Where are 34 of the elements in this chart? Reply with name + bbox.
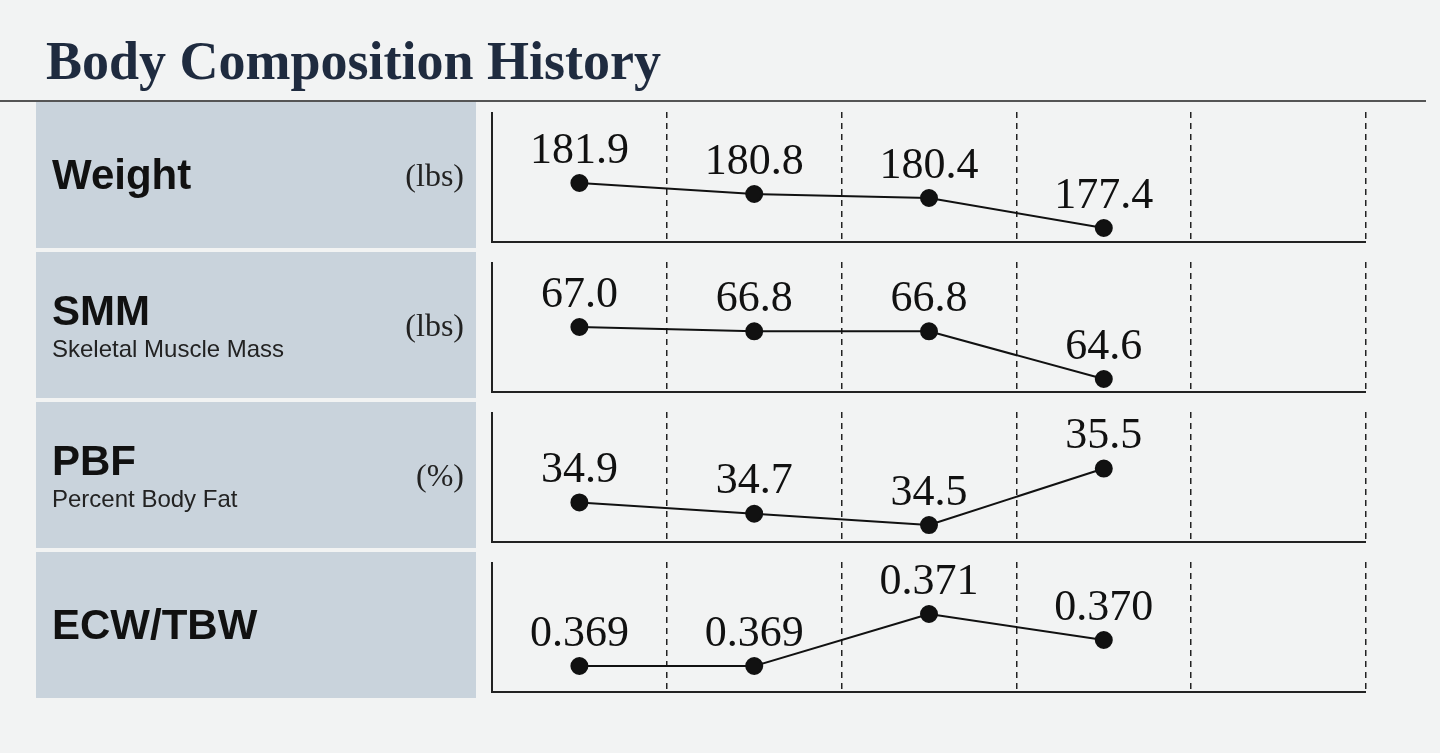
- data-label: 64.6: [1065, 319, 1143, 369]
- data-label: 0.371: [879, 554, 979, 604]
- text: (lbs): [405, 306, 464, 344]
- point: [745, 185, 764, 203]
- data-label: 177.4: [1054, 168, 1154, 218]
- text: Percent Body Fat: [52, 485, 238, 512]
- y-axis-title: SMM: [52, 287, 150, 334]
- data-label: 34.9: [540, 443, 618, 492]
- data-label: 181.9: [529, 123, 629, 173]
- data-label: 67.0: [540, 267, 618, 317]
- chart-title: Body Composition History: [0, 0, 1426, 102]
- data-label: 66.8: [890, 271, 968, 321]
- data-label: 180.8: [704, 134, 804, 184]
- point: [1094, 219, 1113, 237]
- data-label: 0.370: [1054, 580, 1154, 630]
- data-label: 34.7: [715, 454, 793, 504]
- data-label: 35.5: [1065, 409, 1143, 459]
- point: [1094, 459, 1113, 478]
- text: (lbs): [405, 156, 464, 194]
- y-axis-title: PBF: [52, 437, 136, 484]
- data-label: 180.4: [879, 138, 979, 188]
- text: Skeletal Muscle Mass: [52, 335, 285, 362]
- point: [570, 174, 589, 192]
- data-label: 0.369: [529, 606, 629, 656]
- data-label: 0.369: [704, 606, 804, 656]
- data-label: 34.5: [890, 465, 968, 515]
- text: (%): [416, 456, 464, 494]
- data-label: 66.8: [715, 271, 793, 321]
- point: [745, 504, 764, 523]
- point: [570, 493, 589, 512]
- y-axis-title: ECW/TBW: [52, 601, 259, 649]
- point: [920, 516, 938, 535]
- y-axis-title: Weight: [52, 151, 192, 198]
- point: [920, 189, 938, 207]
